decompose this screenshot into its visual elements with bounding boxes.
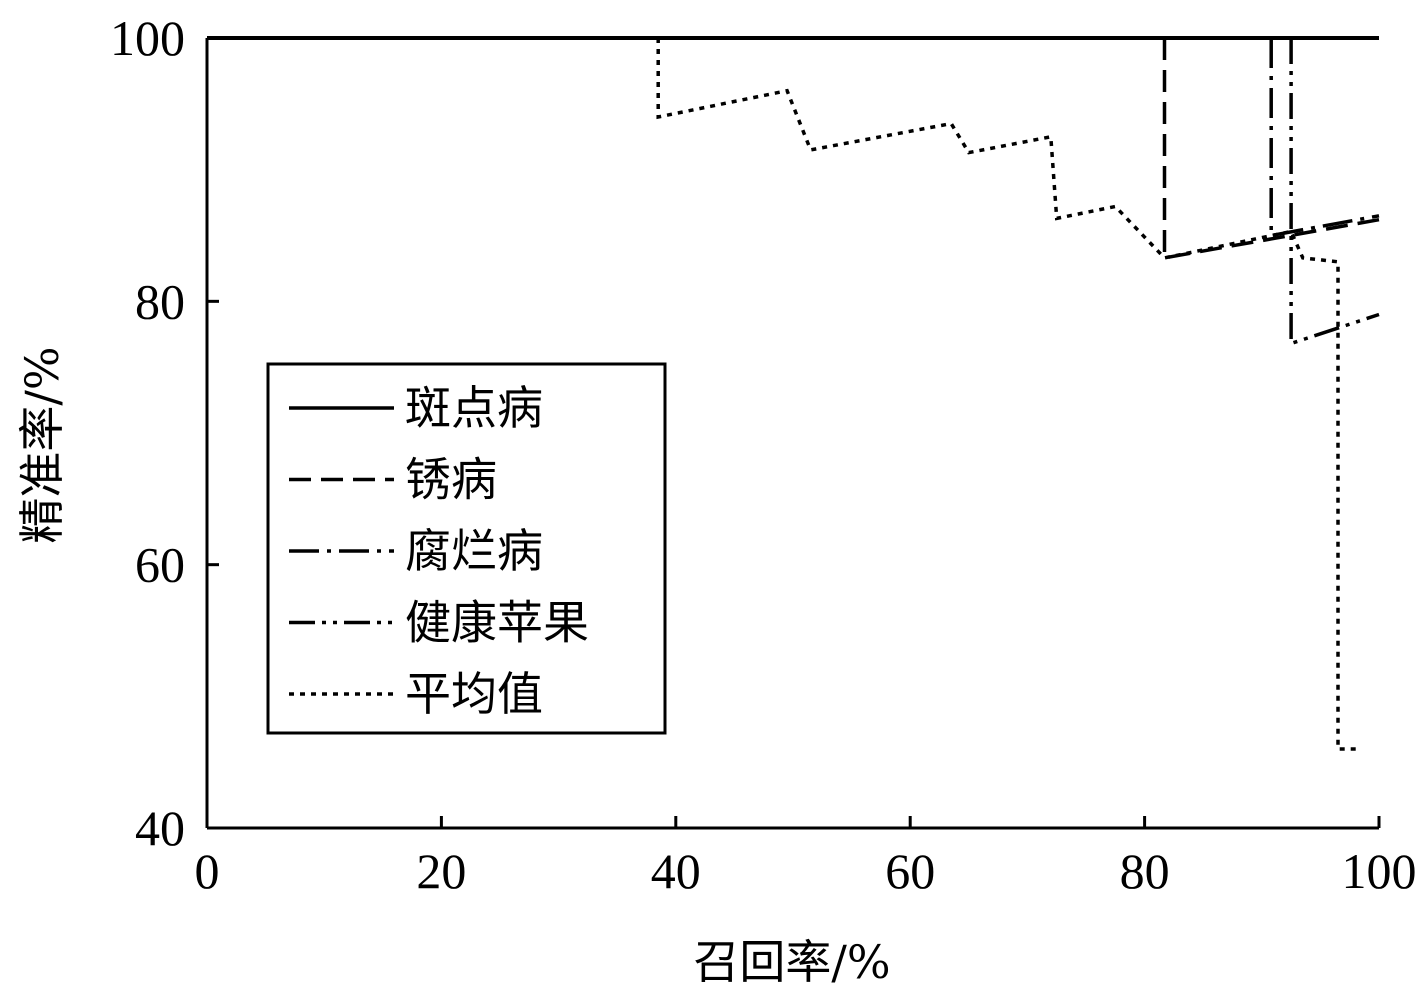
x-tick-label: 40 bbox=[651, 843, 701, 899]
x-tick-label: 60 bbox=[885, 843, 935, 899]
series-layer bbox=[207, 36, 1380, 751]
legend-label: 健康苹果 bbox=[405, 596, 589, 650]
series-line-5 bbox=[656, 38, 1362, 751]
y-axis-title: 精准率/% bbox=[15, 346, 69, 543]
x-tick-label: 100 bbox=[1342, 843, 1417, 899]
series-line-3 bbox=[1269, 38, 1380, 238]
y-tick-label: 80 bbox=[135, 273, 185, 329]
legend-label: 锈病 bbox=[405, 453, 497, 507]
y-tick-label: 60 bbox=[135, 537, 185, 593]
series-line-2 bbox=[1162, 38, 1380, 260]
x-axis-title: 召回率/% bbox=[693, 935, 890, 989]
legend-label: 腐烂病 bbox=[405, 524, 543, 578]
legend-box bbox=[266, 362, 667, 735]
series-line-4 bbox=[1289, 38, 1380, 346]
axes: 0 20 40 60 80 100 40 60 80 100 bbox=[110, 10, 1417, 899]
x-tick-label: 80 bbox=[1120, 843, 1170, 899]
x-tick-label: 20 bbox=[416, 843, 466, 899]
legend-label: 斑点病 bbox=[405, 381, 543, 435]
y-tick-label: 40 bbox=[135, 800, 185, 856]
x-tick-label: 0 bbox=[195, 843, 220, 899]
legend-label: 平均值 bbox=[405, 667, 543, 721]
y-tick-label: 100 bbox=[110, 10, 185, 66]
